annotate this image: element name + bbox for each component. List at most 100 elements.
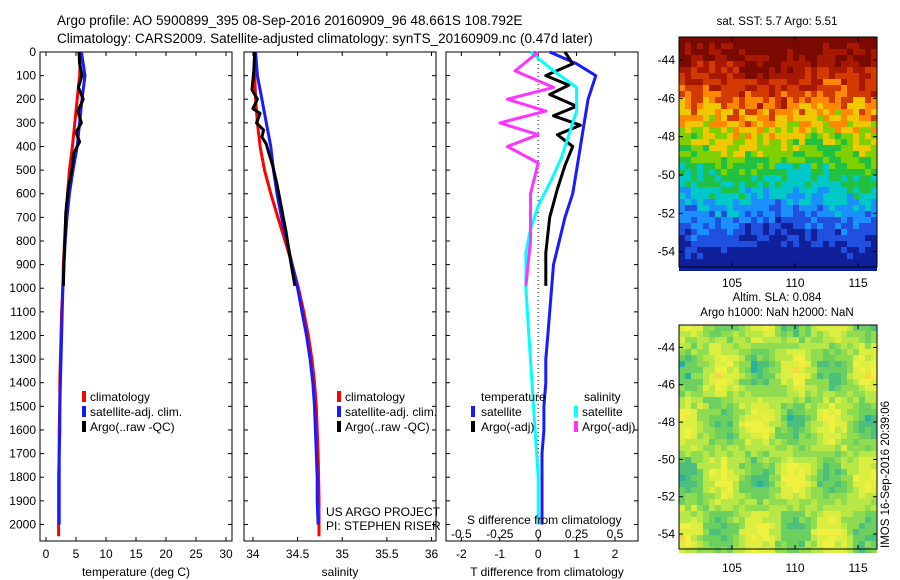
heatmap-cell [829, 223, 835, 229]
heatmap-cell [853, 427, 859, 433]
heatmap-cell [775, 373, 781, 379]
heatmap-cell [841, 457, 847, 463]
heatmap-cell [871, 91, 877, 97]
heatmap-cell [757, 265, 763, 271]
heatmap-cell [757, 217, 763, 223]
heatmap-cell [853, 193, 859, 199]
heatmap-cell [859, 211, 865, 217]
heatmap-cell [733, 37, 739, 43]
heatmap-cell [775, 49, 781, 55]
heatmap-cell [739, 499, 745, 505]
heatmap-cell [709, 193, 715, 199]
heatmap-cell [787, 175, 793, 181]
heatmap-cell [745, 523, 751, 529]
heatmap-cell [727, 235, 733, 241]
heatmap-cell [847, 121, 853, 127]
heatmap-cell [817, 469, 823, 475]
heatmap-cell [745, 445, 751, 451]
heatmap-cell [793, 475, 799, 481]
heatmap-cell [697, 547, 703, 553]
heatmap-cell [775, 247, 781, 253]
heatmap-cell [835, 403, 841, 409]
heatmap-cell [847, 127, 853, 133]
heatmap-cell [727, 217, 733, 223]
heatmap-cell [805, 91, 811, 97]
heatmap-cell [751, 97, 757, 103]
heatmap-cell [733, 121, 739, 127]
heatmap-cell [871, 373, 877, 379]
heatmap-cell [751, 445, 757, 451]
heatmap-cell [691, 139, 697, 145]
heatmap-cell [823, 529, 829, 535]
heatmap-cell [709, 343, 715, 349]
heatmap-cell [793, 433, 799, 439]
heatmap-cell [787, 481, 793, 487]
heatmap-cell [781, 427, 787, 433]
heatmap-cell [865, 505, 871, 511]
heatmap-cell [859, 109, 865, 115]
heatmap-cell [775, 331, 781, 337]
heatmap-cell [835, 37, 841, 43]
heatmap-cell [745, 145, 751, 151]
heatmap-cell [733, 421, 739, 427]
heatmap-cell [793, 445, 799, 451]
heatmap-cell [787, 193, 793, 199]
heatmap-cell [715, 325, 721, 331]
heatmap-cell [871, 265, 877, 271]
heatmap-cell [871, 427, 877, 433]
heatmap-cell [781, 181, 787, 187]
heatmap-cell [751, 391, 757, 397]
heatmap-cell [757, 403, 763, 409]
heatmap-cell [847, 247, 853, 253]
heatmap-cell [853, 199, 859, 205]
heatmap-cell [769, 187, 775, 193]
heatmap-cell [715, 493, 721, 499]
heatmap-cell [811, 43, 817, 49]
heatmap-cell [769, 235, 775, 241]
heatmap-cell [775, 433, 781, 439]
heatmap-cell [775, 205, 781, 211]
heatmap-cell [685, 451, 691, 457]
heatmap-cell [871, 529, 877, 535]
heatmap-cell [799, 163, 805, 169]
heatmap-cell [829, 241, 835, 247]
heatmap-cell [829, 235, 835, 241]
heatmap-cell [859, 409, 865, 415]
heatmap-cell [871, 157, 877, 163]
heatmap-cell [817, 91, 823, 97]
heatmap-cell [745, 403, 751, 409]
heatmap-cell [871, 97, 877, 103]
heatmap-cell [805, 49, 811, 55]
x-tick-label: 0 [43, 547, 50, 561]
heatmap-cell [793, 121, 799, 127]
heatmap-cell [715, 373, 721, 379]
heatmap-cell [811, 253, 817, 259]
heatmap-cell [745, 379, 751, 385]
heatmap-cell [739, 133, 745, 139]
heatmap-cell [805, 499, 811, 505]
heatmap-cell [799, 505, 805, 511]
heatmap-cell [739, 205, 745, 211]
heatmap-cell [733, 211, 739, 217]
heatmap-cell [865, 421, 871, 427]
heatmap-cell [775, 79, 781, 85]
heatmap-cell [715, 397, 721, 403]
heatmap-cell [799, 385, 805, 391]
heatmap-cell [697, 421, 703, 427]
heatmap-cell [781, 145, 787, 151]
heatmap-cell [805, 475, 811, 481]
heatmap-cell [847, 493, 853, 499]
heatmap-cell [853, 205, 859, 211]
heatmap-cell [817, 49, 823, 55]
heatmap-cell [823, 511, 829, 517]
heatmap-cell [703, 211, 709, 217]
heatmap-cell [841, 67, 847, 73]
heatmap-cell [721, 121, 727, 127]
heatmap-cell [751, 439, 757, 445]
heatmap-cell [769, 49, 775, 55]
heatmap-cell [715, 157, 721, 163]
heatmap-cell [811, 211, 817, 217]
heatmap-cell [727, 181, 733, 187]
heatmap-cell [835, 361, 841, 367]
